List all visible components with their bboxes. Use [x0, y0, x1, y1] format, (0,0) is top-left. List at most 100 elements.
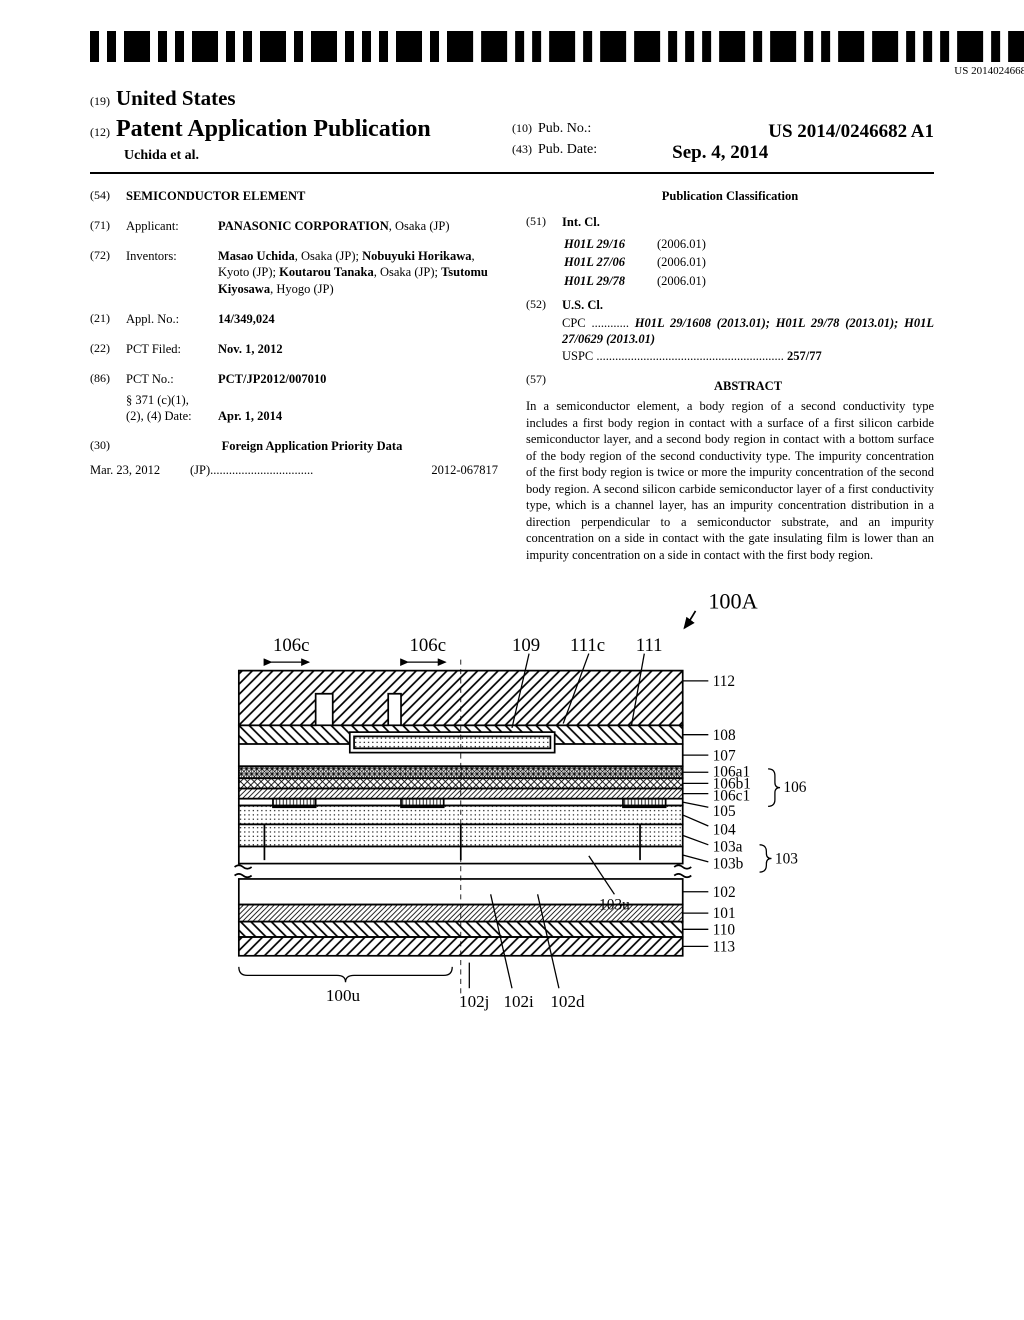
- label-113: 113: [713, 939, 736, 956]
- cpc-label: CPC: [562, 316, 586, 330]
- pubno-num: (10): [512, 121, 532, 135]
- label-102: 102: [713, 884, 736, 901]
- intcl-row: (51) Int. Cl.: [526, 214, 934, 230]
- pubno-line: (10)Pub. No.: US 2014/0246682 A1: [512, 120, 934, 138]
- header: (19) United States (12)Patent Application…: [90, 85, 934, 166]
- applicant-label: Applicant:: [126, 218, 218, 234]
- country: United States: [116, 86, 236, 110]
- cpc-line: CPC ............ H01L 29/1608 (2013.01);…: [562, 315, 934, 348]
- label-111: 111: [636, 635, 663, 656]
- label-112: 112: [713, 673, 735, 690]
- label-106c-2: 106c: [410, 635, 446, 656]
- pctfiled-label: PCT Filed:: [126, 341, 218, 357]
- intcl-year-1: (2006.01): [657, 254, 736, 270]
- intcl-year-2: (2006.01): [657, 273, 736, 289]
- pctno-value: PCT/JP2012/007010: [218, 371, 498, 387]
- title-num: (54): [90, 188, 126, 204]
- intcl-year-0: (2006.01): [657, 236, 736, 252]
- intcl-row-0: H01L 29/16(2006.01): [564, 236, 736, 252]
- bracket-103: 103: [775, 851, 798, 868]
- label-100a: 100A: [708, 588, 757, 613]
- country-num: (19): [90, 94, 110, 108]
- intcl-code-0: H01L 29/16: [564, 236, 655, 252]
- intcl-table: H01L 29/16(2006.01) H01L 27/06(2006.01) …: [562, 234, 738, 291]
- label-100u: 100u: [326, 986, 361, 1005]
- pubtype-line: (12)Patent Application Publication: [90, 114, 512, 145]
- foreign-heading-row: (30) Foreign Application Priority Data: [90, 438, 498, 454]
- pubno-label: Pub. No.:: [538, 121, 591, 136]
- uspc-label: USPC: [562, 349, 593, 363]
- abstract-num: (57): [526, 372, 562, 394]
- label-106c-1: 106c: [273, 635, 309, 656]
- foreign-data-row: Mar. 23, 2012 (JP) .....................…: [90, 462, 498, 478]
- intcl-row-1: H01L 27/06(2006.01): [564, 254, 736, 270]
- label-102d: 102d: [550, 992, 585, 1011]
- inv-3: Koutarou Tanaka: [279, 265, 374, 279]
- pubdate-value: Sep. 4, 2014: [672, 141, 768, 166]
- intcl-code-1: H01L 27/06: [564, 254, 655, 270]
- country-line: (19) United States: [90, 85, 512, 112]
- classification-heading: Publication Classification: [526, 188, 934, 204]
- pubno-value: US 2014/0246682 A1: [768, 120, 934, 145]
- bracket-106: 106: [783, 779, 806, 796]
- s371-label: § 371 (c)(1), (2), (4) Date:: [126, 392, 218, 425]
- foreign-date: Mar. 23, 2012: [90, 462, 190, 478]
- abstract-text: In a semiconductor element, a body regio…: [526, 398, 934, 563]
- applno-row: (21) Appl. No.: 14/349,024: [90, 311, 498, 327]
- inventors-value: Masao Uchida, Osaka (JP); Nobuyuki Horik…: [218, 248, 498, 297]
- label-105: 105: [713, 803, 736, 820]
- header-right: (10) Pub. No.: US 2014/0246682 A1 (43) Pub…: [512, 120, 934, 166]
- figure-area: 100A 106c 106c 109 111c 111: [90, 587, 934, 1070]
- inventors-row: (72) Inventors: Masao Uchida, Osaka (JP)…: [90, 248, 498, 297]
- s371-value: Apr. 1, 2014: [218, 392, 498, 425]
- pctfiled-value: Nov. 1, 2012: [218, 341, 498, 357]
- label-102j: 102j: [459, 992, 489, 1011]
- applno-num: (21): [90, 311, 126, 327]
- abstract-heading: ABSTRACT: [562, 378, 934, 394]
- applicant-rest: , Osaka (JP): [389, 219, 450, 233]
- label-111c: 111c: [570, 635, 605, 656]
- right-labels: 112 108 107 106a1 106b1 106c1 105 104 10…: [683, 673, 807, 955]
- uscl-label: U.S. Cl.: [562, 297, 603, 313]
- label-108: 108: [713, 727, 736, 744]
- right-column: Publication Classification (51) Int. Cl.…: [526, 188, 934, 564]
- intcl-label: Int. Cl.: [562, 214, 600, 230]
- applicant-value: PANASONIC CORPORATION, Osaka (JP): [218, 218, 498, 234]
- pctno-label: PCT No.:: [126, 371, 218, 387]
- pctfiled-num: (22): [90, 341, 126, 357]
- foreign-heading: Foreign Application Priority Data: [126, 438, 498, 454]
- header-left: (19) United States (12)Patent Application…: [90, 85, 512, 166]
- applicant-num: (71): [90, 218, 126, 234]
- patent-page: ▌▌█▌▌▌█▌▌▌█▌▌█▌▌▌▌█▌▌█▌█▌▌▌█▌▌█▌█▌▌▌▌█▌▌…: [0, 0, 1024, 1110]
- s371-blank: [90, 392, 126, 425]
- abstract-heading-row: (57) ABSTRACT: [526, 372, 934, 394]
- intcl-num: (51): [526, 214, 562, 230]
- body-columns: (54) SEMICONDUCTOR ELEMENT (71) Applican…: [90, 188, 934, 564]
- pubdate-label: Pub. Date:: [538, 142, 597, 157]
- barcode-text: US 20140246682A1: [90, 64, 1024, 78]
- pubdate-num: (43): [512, 142, 532, 156]
- title-row: (54) SEMICONDUCTOR ELEMENT: [90, 188, 498, 204]
- pctno-num: (86): [90, 371, 126, 387]
- title: SEMICONDUCTOR ELEMENT: [126, 188, 305, 204]
- label-109: 109: [512, 635, 540, 656]
- device-cross-section: [235, 660, 692, 997]
- uspc-value: 257/77: [787, 349, 822, 363]
- label-103u: 103u: [599, 897, 630, 914]
- patent-figure: 100A 106c 106c 109 111c 111: [162, 587, 862, 1065]
- uspc-line: USPC ...................................…: [562, 348, 934, 364]
- pctfiled-row: (22) PCT Filed: Nov. 1, 2012: [90, 341, 498, 357]
- uspc-dots: ........................................…: [593, 349, 787, 363]
- authors-line: Uchida et al.: [124, 147, 512, 165]
- applicant-row: (71) Applicant: PANASONIC CORPORATION, O…: [90, 218, 498, 234]
- foreign-country: (JP): [190, 462, 210, 478]
- applno-value: 14/349,024: [218, 311, 498, 327]
- label-101: 101: [713, 905, 736, 922]
- pubtype-num: (12): [90, 125, 110, 139]
- foreign-appno: 2012-067817: [431, 462, 498, 478]
- applicant-bold: PANASONIC CORPORATION: [218, 219, 389, 233]
- barcode-region: ▌▌█▌▌▌█▌▌▌█▌▌█▌▌▌▌█▌▌█▌█▌▌▌█▌▌█▌█▌▌▌▌█▌▌…: [90, 30, 934, 79]
- s371-row: § 371 (c)(1), (2), (4) Date: Apr. 1, 201…: [90, 392, 498, 425]
- label-102i: 102i: [503, 992, 534, 1011]
- label-104: 104: [713, 822, 736, 839]
